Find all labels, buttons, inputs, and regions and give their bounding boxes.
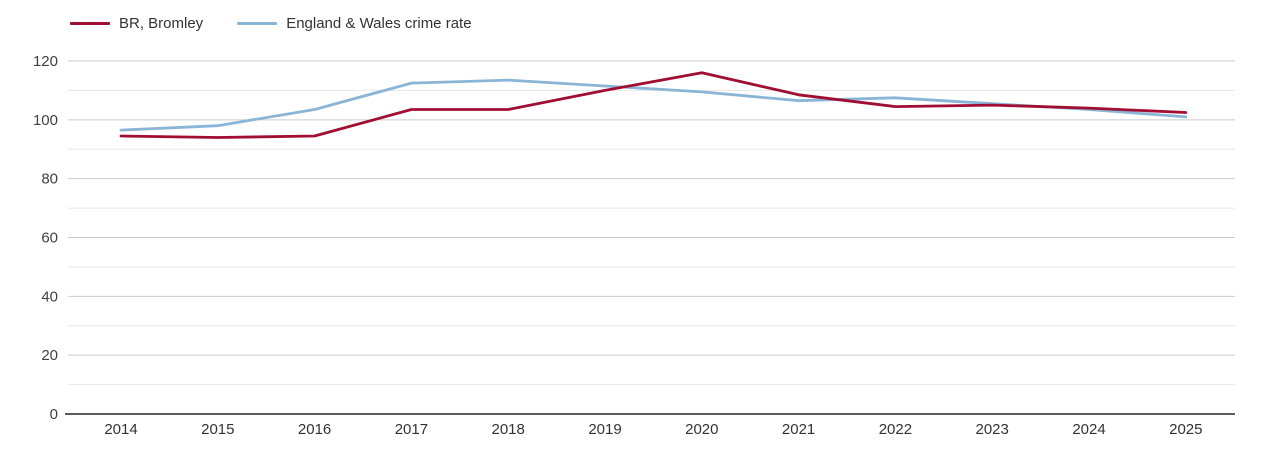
england-wales-line-swatch-icon bbox=[237, 22, 278, 25]
legend-label-england-wales: England & Wales crime rate bbox=[286, 15, 472, 32]
y-tick-label: 120 bbox=[33, 53, 58, 70]
x-tick-label: 2023 bbox=[976, 421, 1009, 438]
x-tick-label: 2017 bbox=[395, 421, 428, 438]
x-tick-label: 2025 bbox=[1169, 421, 1202, 438]
y-tick-label: 40 bbox=[41, 288, 58, 305]
x-tick-label: 2015 bbox=[201, 421, 234, 438]
x-tick-label: 2020 bbox=[685, 421, 718, 438]
x-tick-label: 2021 bbox=[782, 421, 815, 438]
y-tick-label: 100 bbox=[33, 112, 58, 129]
y-tick-label: 20 bbox=[41, 347, 58, 364]
bromley-line-swatch-icon bbox=[70, 22, 110, 25]
x-tick-label: 2014 bbox=[104, 421, 137, 438]
legend-item-bromley: BR, Bromley bbox=[70, 15, 203, 32]
series-line-br-bromley bbox=[119, 71, 1188, 139]
legend-label-bromley: BR, Bromley bbox=[119, 15, 204, 32]
x-tick-label: 2024 bbox=[1072, 421, 1105, 438]
y-tick-label: 80 bbox=[41, 171, 58, 188]
chart-legend: BR, Bromley England & Wales crime rate bbox=[70, 15, 472, 32]
x-tick-label: 2019 bbox=[588, 421, 621, 438]
x-tick-label: 2018 bbox=[492, 421, 525, 438]
legend-item-england-wales: England & Wales crime rate bbox=[237, 15, 472, 32]
x-tick-label: 2016 bbox=[298, 421, 331, 438]
y-tick-label: 0 bbox=[50, 406, 58, 423]
y-tick-label: 60 bbox=[41, 230, 58, 247]
x-tick-label: 2022 bbox=[879, 421, 912, 438]
